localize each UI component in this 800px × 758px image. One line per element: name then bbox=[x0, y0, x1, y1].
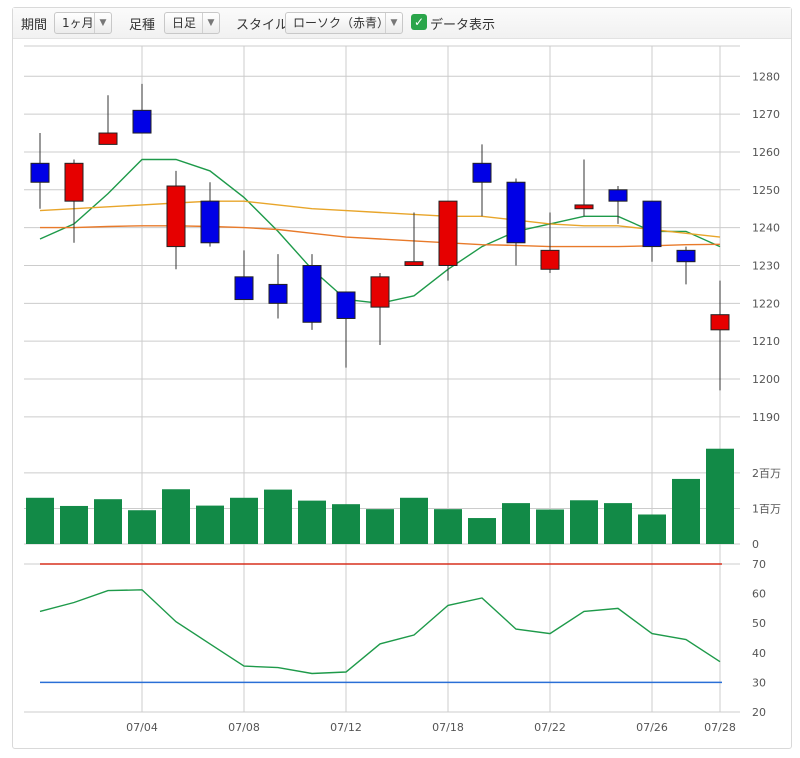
volume-tick-label: 2百万 bbox=[752, 467, 781, 480]
date-tick-label: 07/26 bbox=[636, 721, 668, 734]
candle-body bbox=[336, 291, 356, 319]
price-tick-label: 1190 bbox=[752, 411, 780, 424]
price-tick-label: 1210 bbox=[752, 335, 780, 348]
candle-body bbox=[540, 249, 560, 270]
candle-body bbox=[404, 261, 424, 266]
candle-body bbox=[608, 189, 628, 202]
candle-body bbox=[710, 314, 730, 331]
candle-body bbox=[676, 249, 696, 263]
candle-body bbox=[200, 200, 220, 244]
period-select[interactable]: 1ヶ月 ▼ bbox=[54, 12, 112, 34]
candle-body bbox=[234, 276, 254, 301]
volume-bar bbox=[434, 509, 462, 544]
period-select-value: 1ヶ月 bbox=[62, 16, 94, 30]
volume-bar bbox=[536, 509, 564, 544]
moving-average-line-2 bbox=[39, 200, 721, 238]
chevron-down-icon: ▼ bbox=[385, 13, 402, 33]
price-tick-label: 1280 bbox=[752, 70, 780, 83]
candle-body bbox=[64, 162, 84, 202]
date-tick-label: 07/12 bbox=[330, 721, 362, 734]
rsi-tick-label: 70 bbox=[752, 558, 766, 571]
style-select-value: ローソク（赤青） bbox=[293, 16, 390, 30]
price-tick-label: 1200 bbox=[752, 373, 780, 386]
volume-pane: 0 1百万 2百万 bbox=[24, 448, 781, 551]
volume-bar bbox=[230, 497, 258, 544]
chart-toolbar: 期間 1ヶ月 ▼ 足種 日足 ▼ スタイル ローソク（赤青） ▼ ✓ データ表示 bbox=[13, 8, 791, 39]
volume-bar bbox=[26, 497, 54, 544]
volume-bar bbox=[298, 500, 326, 544]
candle-body bbox=[132, 109, 152, 134]
candle-body bbox=[302, 264, 322, 323]
date-tick-label: 07/28 bbox=[704, 721, 736, 734]
style-select[interactable]: ローソク（赤青） ▼ bbox=[285, 12, 403, 34]
candle-type-label: 足種 bbox=[129, 18, 156, 33]
style-label: スタイル bbox=[236, 18, 289, 33]
volume-bar bbox=[128, 510, 156, 544]
volume-bar bbox=[638, 514, 666, 544]
candle-body bbox=[30, 162, 50, 183]
candle-type-select[interactable]: 日足 ▼ bbox=[164, 12, 220, 34]
date-tick-label: 07/22 bbox=[534, 721, 566, 734]
price-tick-label: 1270 bbox=[752, 108, 780, 121]
volume-bar bbox=[94, 499, 122, 544]
chevron-down-icon: ▼ bbox=[94, 13, 111, 33]
candle-body bbox=[268, 283, 288, 304]
date-tick-label: 07/08 bbox=[228, 721, 260, 734]
volume-bar bbox=[604, 503, 632, 544]
rsi-line bbox=[39, 589, 721, 675]
volume-bar bbox=[196, 505, 224, 544]
candle-body bbox=[370, 276, 390, 308]
candle-body bbox=[472, 162, 492, 183]
volume-bar bbox=[400, 497, 428, 544]
volume-tick-label: 1百万 bbox=[752, 502, 781, 515]
price-tick-label: 1230 bbox=[752, 259, 780, 272]
rsi-tick-label: 50 bbox=[752, 617, 766, 630]
price-tick-label: 1240 bbox=[752, 222, 780, 235]
date-tick-label: 07/04 bbox=[126, 721, 158, 734]
candle-body bbox=[166, 185, 186, 248]
data-display-checkbox[interactable]: ✓ bbox=[411, 14, 427, 30]
period-label: 期間 bbox=[21, 18, 48, 33]
chevron-down-icon: ▼ bbox=[202, 13, 219, 33]
date-tick-label: 07/18 bbox=[432, 721, 464, 734]
price-tick-label: 1260 bbox=[752, 146, 780, 159]
volume-bar bbox=[162, 489, 190, 544]
rsi-tick-label: 40 bbox=[752, 647, 766, 660]
volume-bar bbox=[332, 504, 360, 544]
candle-body bbox=[98, 132, 118, 145]
candle-body bbox=[438, 200, 458, 266]
volume-bar bbox=[706, 448, 734, 544]
candle-body bbox=[506, 181, 526, 244]
rsi-tick-label: 20 bbox=[752, 706, 766, 719]
volume-bar bbox=[60, 505, 88, 544]
price-pane: 1190 1200 1210 1220 1230 1240 1250 1260 1270 1280 bbox=[24, 45, 780, 712]
volume-bar bbox=[264, 489, 292, 544]
data-display-label: データ表示 bbox=[430, 18, 496, 33]
candle-body bbox=[642, 200, 662, 248]
volume-bar bbox=[570, 500, 598, 544]
volume-bar bbox=[502, 503, 530, 544]
candle-type-select-value: 日足 bbox=[172, 16, 197, 30]
volume-tick-label: 0 bbox=[752, 538, 759, 551]
price-tick-label: 1220 bbox=[752, 297, 780, 310]
volume-bar bbox=[366, 509, 394, 544]
volume-bar bbox=[468, 518, 496, 544]
rsi-tick-label: 60 bbox=[752, 588, 766, 601]
rsi-pane: 20 30 40 50 60 70 07/04 07/08 07/12 07/18 07/22 07/… bbox=[24, 558, 766, 734]
rsi-tick-label: 30 bbox=[752, 676, 766, 689]
candle-body bbox=[574, 204, 594, 210]
price-tick-label: 1250 bbox=[752, 184, 780, 197]
volume-bar bbox=[672, 478, 700, 544]
moving-average-line-3 bbox=[40, 225, 721, 248]
